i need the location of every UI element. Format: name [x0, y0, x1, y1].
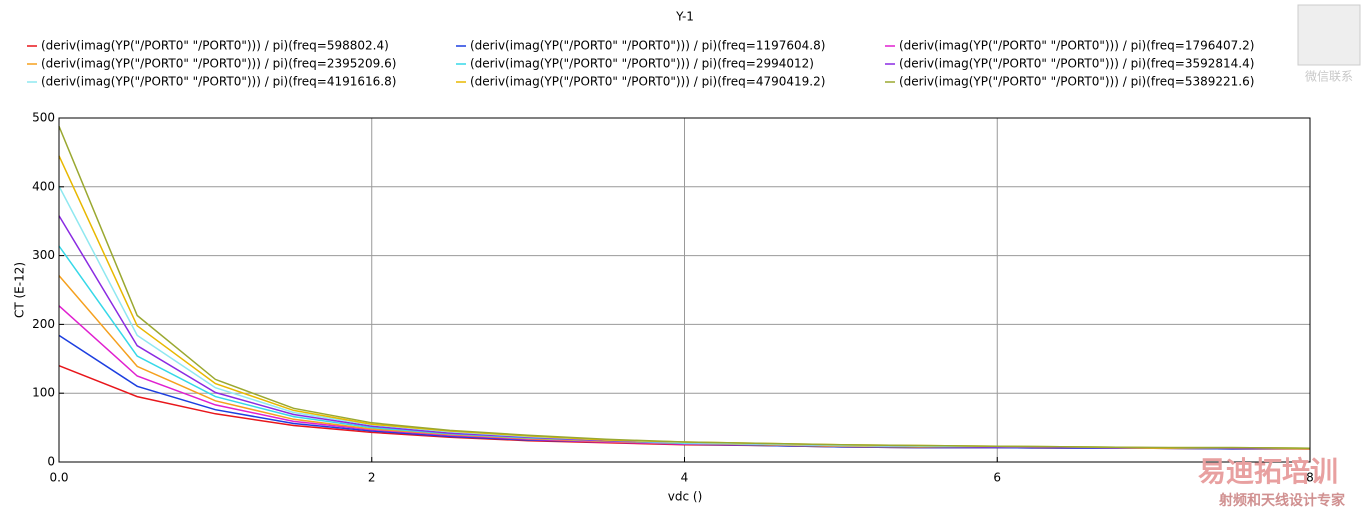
y-tick-label: 500: [32, 111, 55, 125]
x-tick-label: 0.0: [49, 471, 68, 485]
legend-label: (deriv(imag(YP("/PORT0" "/PORT0"))) / pi…: [470, 39, 825, 53]
series-line: [58, 126, 1311, 449]
legend-label: (deriv(imag(YP("/PORT0" "/PORT0"))) / pi…: [899, 57, 1254, 71]
watermark: 微信联系 易迪拓培训 射频和天线设计专家: [1198, 4, 1361, 509]
legend-label: (deriv(imag(YP("/PORT0" "/PORT0"))) / pi…: [899, 39, 1254, 53]
qr-code: [1297, 4, 1361, 66]
legend-label: (deriv(imag(YP("/PORT0" "/PORT0"))) / pi…: [899, 75, 1254, 89]
x-tick-label: 6: [993, 471, 1001, 485]
y-tick-label: 400: [32, 179, 55, 193]
legend-label: (deriv(imag(YP("/PORT0" "/PORT0"))) / pi…: [41, 39, 389, 53]
chart-title: Y-1: [675, 10, 694, 24]
x-tick-label: 4: [681, 471, 689, 485]
x-axis-label: vdc (): [668, 490, 703, 504]
lines: [58, 126, 1311, 450]
y-tick-label: 0: [47, 455, 55, 469]
wechat-text: 微信联系: [1305, 70, 1353, 84]
y-tick-label: 100: [32, 386, 55, 400]
legend: (deriv(imag(YP("/PORT0" "/PORT0"))) / pi…: [27, 39, 1254, 89]
legend-label: (deriv(imag(YP("/PORT0" "/PORT0"))) / pi…: [470, 75, 825, 89]
legend-label: (deriv(imag(YP("/PORT0" "/PORT0"))) / pi…: [470, 57, 814, 71]
x-tick-label: 8: [1306, 471, 1314, 485]
legend-label: (deriv(imag(YP("/PORT0" "/PORT0"))) / pi…: [41, 75, 396, 89]
slogan-text: 射频和天线设计专家: [1218, 492, 1346, 509]
y-tick-label: 300: [32, 248, 55, 262]
x-tick-label: 2: [368, 471, 376, 485]
y-axis-label: CT (E-12): [13, 262, 27, 318]
ticks: 0 100 200 300 400 500 0.0 2 4 6 8: [32, 111, 1314, 485]
legend-label: (deriv(imag(YP("/PORT0" "/PORT0"))) / pi…: [41, 57, 396, 71]
y-tick-label: 200: [32, 317, 55, 331]
brand-text: 易迪拓培训: [1198, 455, 1338, 488]
